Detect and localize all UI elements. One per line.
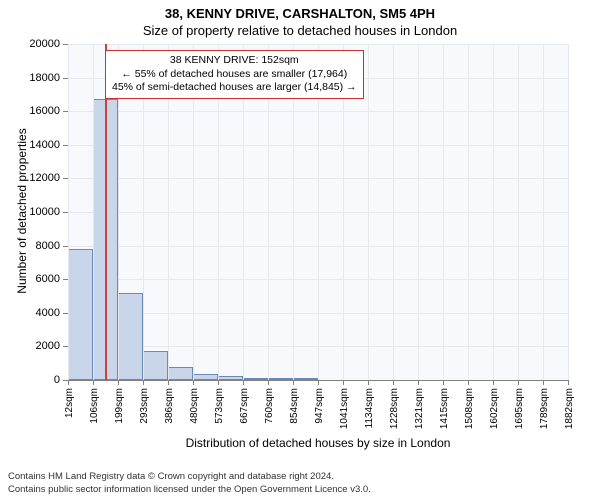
histogram-bar bbox=[118, 293, 143, 380]
histogram-bar bbox=[143, 351, 168, 380]
xtick-label: 106sqm bbox=[89, 388, 100, 438]
xtick-label: 480sqm bbox=[189, 388, 200, 438]
grid-line-v bbox=[418, 44, 419, 380]
histogram-bar bbox=[68, 249, 93, 380]
ytick-label: 0 bbox=[20, 374, 60, 386]
xtick-label: 199sqm bbox=[114, 388, 125, 438]
xtick-mark bbox=[143, 380, 144, 385]
xtick-label: 573sqm bbox=[214, 388, 225, 438]
xtick-label: 1415sqm bbox=[439, 388, 450, 438]
xtick-mark bbox=[443, 380, 444, 385]
xtick-label: 1041sqm bbox=[339, 388, 350, 438]
x-axis-label: Distribution of detached houses by size … bbox=[68, 436, 568, 450]
chart-title-1: 38, KENNY DRIVE, CARSHALTON, SM5 4PH bbox=[0, 0, 600, 21]
grid-line-v bbox=[568, 44, 569, 380]
grid-line-v bbox=[543, 44, 544, 380]
xtick-mark bbox=[418, 380, 419, 385]
xtick-mark bbox=[168, 380, 169, 385]
xtick-mark bbox=[118, 380, 119, 385]
xtick-label: 1882sqm bbox=[564, 388, 575, 438]
footer-line-1: Contains HM Land Registry data © Crown c… bbox=[8, 471, 371, 483]
xtick-mark bbox=[93, 380, 94, 385]
xtick-label: 293sqm bbox=[139, 388, 150, 438]
xtick-label: 386sqm bbox=[164, 388, 175, 438]
grid-line-v bbox=[93, 44, 94, 380]
grid-line-v bbox=[393, 44, 394, 380]
xtick-label: 1602sqm bbox=[489, 388, 500, 438]
xtick-mark bbox=[243, 380, 244, 385]
xtick-mark bbox=[268, 380, 269, 385]
grid-line-v bbox=[518, 44, 519, 380]
xtick-mark bbox=[393, 380, 394, 385]
xtick-label: 1508sqm bbox=[464, 388, 475, 438]
xtick-mark bbox=[518, 380, 519, 385]
xtick-label: 1789sqm bbox=[539, 388, 550, 438]
grid-line-v bbox=[493, 44, 494, 380]
xtick-label: 947sqm bbox=[314, 388, 325, 438]
grid-line-v bbox=[368, 44, 369, 380]
xtick-mark bbox=[493, 380, 494, 385]
highlight-annotation: 38 KENNY DRIVE: 152sqm ← 55% of detached… bbox=[105, 50, 364, 99]
xtick-mark bbox=[468, 380, 469, 385]
xtick-mark bbox=[368, 380, 369, 385]
xtick-mark bbox=[193, 380, 194, 385]
grid-line-v bbox=[68, 44, 69, 380]
xtick-label: 1134sqm bbox=[364, 388, 375, 438]
xtick-mark bbox=[68, 380, 69, 385]
histogram-bar bbox=[168, 367, 193, 380]
xtick-label: 12sqm bbox=[64, 388, 75, 438]
footer-line-2: Contains public sector information licen… bbox=[8, 484, 371, 496]
ytick-label: 18000 bbox=[20, 72, 60, 84]
annotation-line-3: 45% of semi-detached houses are larger (… bbox=[112, 81, 357, 95]
xtick-label: 1228sqm bbox=[389, 388, 400, 438]
xtick-mark bbox=[543, 380, 544, 385]
y-axis-label: Number of detached properties bbox=[15, 111, 29, 311]
xtick-mark bbox=[343, 380, 344, 385]
xtick-label: 854sqm bbox=[289, 388, 300, 438]
annotation-line-2: ← 55% of detached houses are smaller (17… bbox=[112, 68, 357, 82]
xtick-mark bbox=[218, 380, 219, 385]
xtick-mark bbox=[293, 380, 294, 385]
annotation-line-1: 38 KENNY DRIVE: 152sqm bbox=[112, 54, 357, 68]
ytick-label: 20000 bbox=[20, 38, 60, 50]
footer-attribution: Contains HM Land Registry data © Crown c… bbox=[8, 471, 371, 496]
ytick-label: 2000 bbox=[20, 340, 60, 352]
xtick-label: 1695sqm bbox=[514, 388, 525, 438]
chart-title-2: Size of property relative to detached ho… bbox=[0, 21, 600, 38]
xtick-label: 1321sqm bbox=[414, 388, 425, 438]
xtick-label: 760sqm bbox=[264, 388, 275, 438]
grid-line-v bbox=[468, 44, 469, 380]
xtick-mark bbox=[318, 380, 319, 385]
xtick-mark bbox=[568, 380, 569, 385]
grid-line-v bbox=[443, 44, 444, 380]
xtick-label: 667sqm bbox=[239, 388, 250, 438]
chart-container: { "chart": { "type": "histogram", "title… bbox=[0, 0, 600, 500]
